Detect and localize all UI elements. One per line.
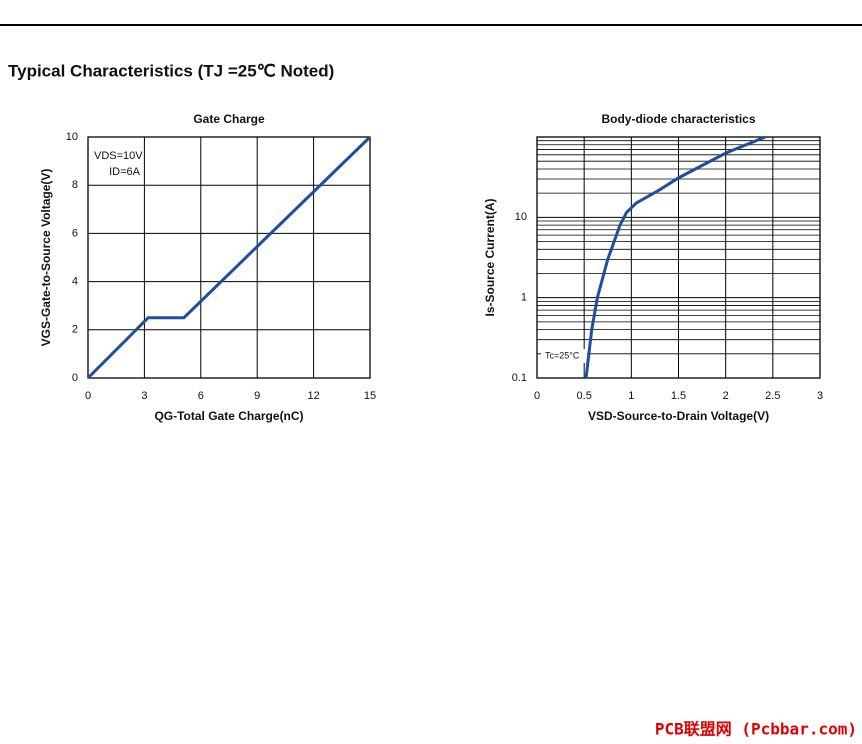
x-tick-label: 0 <box>85 390 91 402</box>
y-axis-label: VGS-Gate-to-Source Voltage(V) <box>39 169 53 347</box>
annotation: VDS=10V <box>94 150 143 162</box>
y-tick-label: 0.1 <box>512 372 527 384</box>
y-axis-label: Is-Source Current(A) <box>483 198 497 316</box>
x-tick-label: 0 <box>534 390 540 402</box>
x-tick-label: 0.5 <box>577 390 592 402</box>
x-tick-label: 15 <box>364 390 376 402</box>
plot-frame <box>87 136 371 379</box>
x-tick-label: 3 <box>141 390 147 402</box>
x-tick-label: 9 <box>254 390 260 402</box>
x-axis-label: VSD-Source-to-Drain Voltage(V) <box>588 409 769 423</box>
x-tick-label: 12 <box>307 390 319 402</box>
heading: Typical Characteristics (TJ =25℃ Noted) <box>8 61 334 80</box>
x-tick-label: 6 <box>198 390 204 402</box>
x-tick-label: 2 <box>723 390 729 402</box>
y-tick-label: 10 <box>66 131 78 143</box>
y-tick-label: 1 <box>521 292 527 304</box>
chart-title: Body-diode characteristics <box>601 112 755 126</box>
y-tick-label: 6 <box>72 227 78 239</box>
watermark: PCB联盟网 (Pcbbar.com) <box>655 720 857 739</box>
y-tick-label: 0 <box>72 372 78 384</box>
x-tick-label: 1 <box>628 390 634 402</box>
x-tick-label: 2.5 <box>765 390 780 402</box>
data-line <box>86 135 372 380</box>
data-line <box>584 135 766 379</box>
y-tick-label: 4 <box>72 276 78 288</box>
annotation: ID=6A <box>109 166 141 178</box>
plot-frame <box>536 136 821 379</box>
x-axis-label: QG-Total Gate Charge(nC) <box>154 409 303 423</box>
x-tick-label: 3 <box>817 390 823 402</box>
y-tick-label: 2 <box>72 324 78 336</box>
x-tick-label: 1.5 <box>671 390 686 402</box>
annotation-box <box>541 349 587 363</box>
annotation: Tc=25°C <box>545 350 580 360</box>
chart-title: Gate Charge <box>193 112 265 126</box>
y-tick-label: 8 <box>72 179 78 191</box>
y-tick-label: 10 <box>515 211 527 223</box>
